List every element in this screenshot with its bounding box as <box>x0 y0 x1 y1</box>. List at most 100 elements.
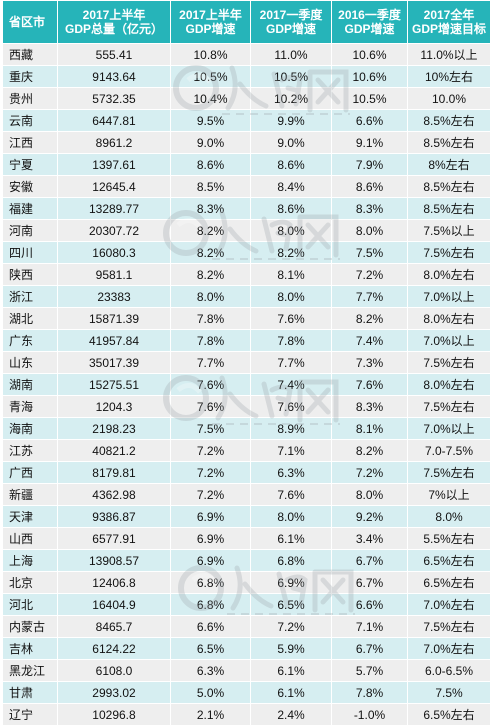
value-cell: 8.6% <box>331 175 408 198</box>
value-cell: 9581.1 <box>57 263 171 286</box>
header-text: 2017上半年 <box>82 8 146 22</box>
value-cell: 1204.3 <box>57 395 171 418</box>
value-cell: 11.0% <box>250 43 332 66</box>
table-row: 云南 6447.81 9.5% 9.9% 6.6% 8.5%左右 <box>2 109 491 132</box>
value-cell: 7.2% <box>170 439 251 462</box>
value-cell: 8.0% <box>170 285 251 308</box>
value-cell: 7.0%以上 <box>407 285 491 308</box>
value-cell: 6577.91 <box>57 527 171 550</box>
value-cell: 8.6% <box>250 197 332 220</box>
value-cell: 6.9% <box>170 527 251 550</box>
value-cell: 8.0% <box>331 219 408 242</box>
value-cell: 8.2% <box>170 263 251 286</box>
table-row: 天津 9386.87 6.9% 8.0% 9.2% 8.0% <box>2 505 491 528</box>
region-cell: 吉林 <box>2 637 58 660</box>
region-cell: 甘肃 <box>2 681 58 704</box>
header-text: 省区市 <box>9 15 46 29</box>
table-row: 安徽 12645.4 8.5% 8.4% 8.6% 8.5%左右 <box>2 175 491 198</box>
value-cell: 7.6% <box>250 307 332 330</box>
value-cell: 9.9% <box>250 109 332 132</box>
header-text: 2017一季度 <box>259 8 323 22</box>
value-cell: 6.0-6.5% <box>407 659 491 682</box>
value-cell: 7.6% <box>250 483 332 506</box>
value-cell: 7.6% <box>170 395 251 418</box>
table-row: 广东 41957.84 7.8% 7.8% 7.4% 7.0%以上 <box>2 329 491 352</box>
value-cell: 13289.77 <box>57 197 171 220</box>
value-cell: 2.1% <box>170 703 251 726</box>
value-cell: 7.2% <box>170 483 251 506</box>
value-cell: 8.6% <box>250 153 332 176</box>
value-cell: 7.4% <box>250 373 332 396</box>
region-cell: 青海 <box>2 395 58 418</box>
value-cell: 7.5%左右 <box>407 615 491 638</box>
value-cell: 2993.02 <box>57 681 171 704</box>
value-cell: 6.1% <box>250 681 332 704</box>
region-cell: 福建 <box>2 197 58 220</box>
value-cell: 8.2% <box>250 241 332 264</box>
header-text: 2016一季度 <box>338 8 401 22</box>
value-cell: 8.0%左右 <box>407 263 491 286</box>
value-cell: 6.6% <box>331 109 408 132</box>
value-cell: 8.1% <box>331 417 408 440</box>
column-header: 2017上半年 GDP增速 <box>170 0 251 44</box>
region-cell: 陕西 <box>2 263 58 286</box>
value-cell: 7.3% <box>331 351 408 374</box>
value-cell: 9.2% <box>331 505 408 528</box>
value-cell: 8.5%左右 <box>407 109 491 132</box>
value-cell: 9143.64 <box>57 65 171 88</box>
value-cell: 8.0%左右 <box>407 307 491 330</box>
column-header: 2017上半年 GDP总量（亿元） <box>57 0 171 44</box>
region-cell: 黑龙江 <box>2 659 58 682</box>
value-cell: 2198.23 <box>57 417 171 440</box>
value-cell: 6.3% <box>250 461 332 484</box>
header-text: GDP增速 <box>185 22 236 36</box>
region-cell: 山东 <box>2 351 58 374</box>
value-cell: 7.4% <box>331 329 408 352</box>
value-cell: 8179.81 <box>57 461 171 484</box>
table-row: 甘肃 2993.02 5.0% 6.1% 7.8% 7.5% <box>2 681 491 704</box>
value-cell: 10.5% <box>331 87 408 110</box>
value-cell: 7.7% <box>250 351 332 374</box>
value-cell: 3.4% <box>331 527 408 550</box>
value-cell: 5.9% <box>250 637 332 660</box>
value-cell: 16404.9 <box>57 593 171 616</box>
value-cell: 7.5%左右 <box>407 395 491 418</box>
value-cell: 6.9% <box>170 505 251 528</box>
value-cell: 8.0% <box>331 483 408 506</box>
table-row: 西藏 555.41 10.8% 11.0% 10.6% 11.0%以上 <box>2 43 491 66</box>
column-header: 2016一季度 GDP增速 <box>331 0 408 44</box>
value-cell: 6.8% <box>250 549 332 572</box>
value-cell: 8.0% <box>250 505 332 528</box>
value-cell: 5.7% <box>331 659 408 682</box>
value-cell: 7.5%左右 <box>407 461 491 484</box>
value-cell: 6.5% <box>250 593 332 616</box>
value-cell: 6.8% <box>170 571 251 594</box>
value-cell: 8.5%左右 <box>407 175 491 198</box>
region-cell: 贵州 <box>2 87 58 110</box>
value-cell: 10.2% <box>250 87 332 110</box>
value-cell: 6.1% <box>250 527 332 550</box>
value-cell: 6.8% <box>170 593 251 616</box>
value-cell: 8.0% <box>250 219 332 242</box>
value-cell: 7.1% <box>250 439 332 462</box>
value-cell: 7.0%左右 <box>407 637 491 660</box>
value-cell: 8.5%左右 <box>407 131 491 154</box>
value-cell: 8.2% <box>331 307 408 330</box>
value-cell: 9.0% <box>170 131 251 154</box>
value-cell: 20307.72 <box>57 219 171 242</box>
region-cell: 北京 <box>2 571 58 594</box>
region-cell: 河北 <box>2 593 58 616</box>
header-row: 省区市 2017上半年 GDP总量（亿元） 2017上半年 GDP增速 2017一季度 GD… <box>2 0 491 44</box>
value-cell: 6.6% <box>331 593 408 616</box>
table-row: 宁夏 1397.61 8.6% 8.6% 7.9% 8%左右 <box>2 153 491 176</box>
table-row: 湖北 15871.39 7.8% 7.6% 8.2% 8.0%左右 <box>2 307 491 330</box>
value-cell: 10.5% <box>170 65 251 88</box>
table-body: 西藏 555.41 10.8% 11.0% 10.6% 11.0%以上 重庆 9143.64 1… <box>2 43 491 726</box>
value-cell: 8.3% <box>170 197 251 220</box>
value-cell: 8.0%左右 <box>407 373 491 396</box>
value-cell: 5.5%左右 <box>407 527 491 550</box>
value-cell: 7.0%以上 <box>407 417 491 440</box>
region-cell: 江苏 <box>2 439 58 462</box>
value-cell: 7.5% <box>331 241 408 264</box>
value-cell: 6108.0 <box>57 659 171 682</box>
